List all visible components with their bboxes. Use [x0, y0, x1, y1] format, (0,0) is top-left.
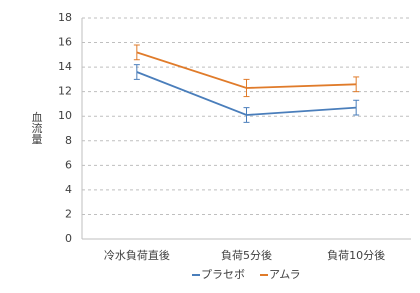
error-bar [353, 99, 360, 116]
y-tick-label: 0 [65, 232, 72, 245]
y-axis-label: 血流量 [30, 110, 43, 144]
y-tick-label: 10 [58, 109, 72, 122]
legend-label: プラセボ [201, 268, 245, 281]
y-tick-label: 16 [58, 36, 72, 49]
y-tick-label: 8 [65, 134, 72, 147]
legend-label: アムラ [269, 268, 301, 281]
error-bar [243, 78, 250, 98]
y-tick-label: 4 [65, 183, 72, 196]
x-tick-label: 負荷10分後 [327, 248, 385, 262]
x-tick-label: 負荷5分後 [221, 248, 272, 262]
y-tick-label: 18 [58, 11, 72, 24]
y-tick-label: 2 [65, 207, 72, 220]
y-tick-label: 14 [58, 60, 72, 73]
error-bar [133, 44, 140, 61]
x-tick-label: 冷水負荷直後 [104, 248, 170, 262]
error-bar [353, 76, 360, 93]
error-bar [243, 107, 250, 123]
y-tick-label: 12 [58, 85, 72, 98]
error-bar [133, 64, 140, 80]
y-tick-label: 6 [65, 158, 72, 171]
